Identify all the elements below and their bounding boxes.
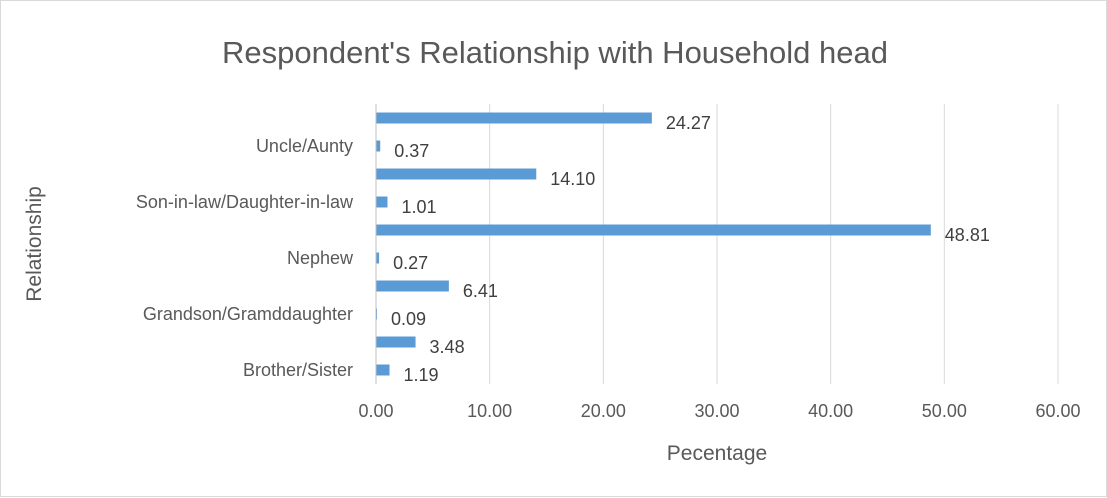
data-label: 14.10: [550, 169, 595, 189]
x-tick-label: 40.00: [808, 401, 853, 421]
data-label: 1.01: [401, 197, 436, 217]
bar: [376, 224, 931, 236]
y-tick-label: Son-in-law/Daughter-in-law: [136, 192, 354, 212]
x-tick-label: 0.00: [358, 401, 393, 421]
gridlines: [489, 104, 1059, 384]
data-labels: 1.19 3.480.09 6.41 0.27 48.81 1.01 14.10 0.37 24…: [391, 113, 990, 385]
data-label: 0.37: [394, 141, 429, 161]
data-label: 3.48: [430, 337, 465, 357]
bars: [376, 112, 931, 376]
x-axis-title: Pecentage: [667, 442, 767, 465]
data-label: 0.09: [391, 309, 426, 329]
data-label: 1.19: [404, 365, 439, 385]
data-label: 0.27: [393, 253, 428, 273]
bar: [376, 280, 449, 292]
bar: [376, 168, 537, 180]
bar: [376, 252, 380, 264]
bar: [376, 112, 652, 124]
chart-title: Respondent's Relationship with Household…: [222, 35, 888, 70]
x-tick-label: 20.00: [581, 401, 626, 421]
bar: [376, 336, 416, 348]
x-axis-ticks: 0.00 10.00 20.00 30.00 40.00 50.00 60.00: [358, 401, 1080, 421]
bar: [376, 364, 390, 376]
y-tick-label: Brother/Sister: [243, 360, 353, 380]
bar: [376, 196, 388, 208]
bar: [376, 308, 378, 320]
y-axis-ticks: Brother/Sister Grandson/Gramddaughter Neph…: [136, 136, 354, 380]
data-label: 24.27: [666, 113, 711, 133]
data-label: 6.41: [463, 281, 498, 301]
x-tick-label: 10.00: [467, 401, 512, 421]
x-tick-label: 60.00: [1035, 401, 1080, 421]
y-tick-label: Uncle/Aunty: [256, 136, 353, 156]
x-tick-label: 30.00: [694, 401, 739, 421]
x-tick-label: 50.00: [922, 401, 967, 421]
y-tick-label: Grandson/Gramddaughter: [143, 304, 353, 324]
bar: [376, 140, 381, 152]
y-tick-label: Nephew: [287, 248, 354, 268]
y-axis-title: Relationship: [23, 186, 46, 302]
data-label: 48.81: [945, 225, 990, 245]
